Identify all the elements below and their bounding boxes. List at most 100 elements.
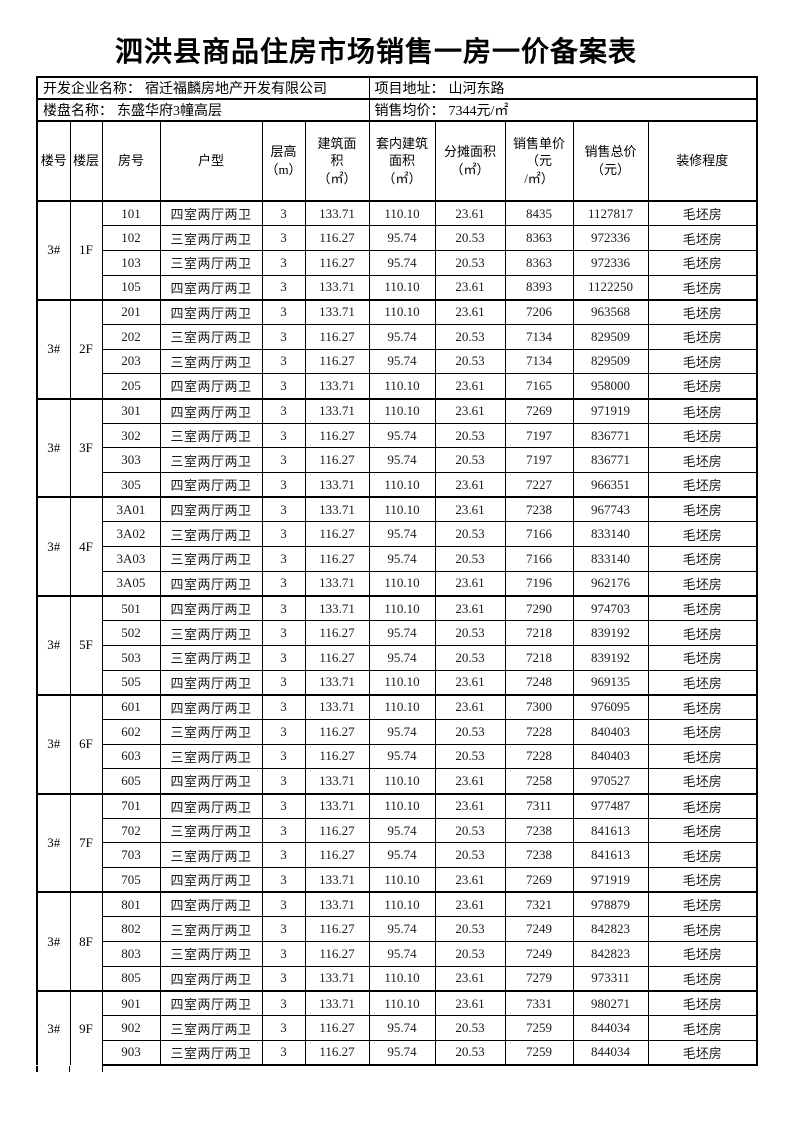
decoration-cell: 毛坯房 <box>647 916 758 943</box>
total-price-cell: 829509 <box>572 323 649 350</box>
unit-type-cell: 三室两厅两卫 <box>159 1015 263 1041</box>
table-row: 903 三室两厅两卫 3 116.27 95.74 20.53 7259 844034 毛坯房 <box>37 1039 758 1067</box>
floor-cell: 5F <box>69 595 103 696</box>
build-area-cell: 116.27 <box>304 1015 370 1041</box>
developer-value: 宿迁福麟房地产开发有限公司 <box>145 82 327 97</box>
inner-area-cell: 110.10 <box>368 965 436 992</box>
build-area-cell: 116.27 <box>304 620 370 646</box>
decoration-cell: 毛坯房 <box>647 965 758 992</box>
shared-area-cell: 20.53 <box>434 743 506 770</box>
unit-type-cell: 三室两厅两卫 <box>159 323 263 350</box>
project-name-cell: 楼盘名称： 东盛华府3幢高层 <box>36 98 370 122</box>
build-area-cell: 133.71 <box>304 299 370 325</box>
shared-area-cell: 20.53 <box>434 546 506 572</box>
decoration-cell: 毛坯房 <box>647 793 758 819</box>
total-price-cell: 839192 <box>572 620 649 646</box>
cutoff-border-stub <box>69 1066 70 1073</box>
shared-area-cell: 23.61 <box>434 768 506 795</box>
table-row: 102 三室两厅两卫 3 116.27 95.74 20.53 8363 972336 毛坯房 <box>37 225 758 251</box>
unit-type-cell: 四室两厅两卫 <box>159 570 263 597</box>
room-cell: 903 <box>101 1039 161 1067</box>
room-cell: 605 <box>101 768 161 795</box>
decoration-cell: 毛坯房 <box>647 694 758 720</box>
unit-price-cell: 7227 <box>504 472 574 499</box>
total-price-cell: 1127817 <box>572 200 649 227</box>
unit-type-cell: 三室两厅两卫 <box>159 422 263 449</box>
decoration-cell: 毛坯房 <box>647 743 758 770</box>
floor-height-cell: 3 <box>261 718 306 745</box>
table-row: 302 三室两厅两卫 3 116.27 95.74 20.53 7197 836771 毛坯房 <box>37 422 758 449</box>
total-price-cell: 962176 <box>572 570 649 597</box>
inner-area-cell: 95.74 <box>368 225 436 251</box>
unit-type-cell: 三室两厅两卫 <box>159 916 263 943</box>
shared-area-cell: 23.61 <box>434 570 506 597</box>
total-price-cell: 971919 <box>572 867 649 894</box>
total-price-cell: 976095 <box>572 694 649 720</box>
inner-area-cell: 95.74 <box>368 644 436 671</box>
shared-area-cell: 23.61 <box>434 299 506 325</box>
build-area-cell: 133.71 <box>304 200 370 227</box>
decoration-cell: 毛坯房 <box>647 620 758 646</box>
table-row: 3# 1F 101 四室两厅两卫 3 133.71 110.10 23.61 8435 11278… <box>36 200 758 301</box>
room-cell: 105 <box>101 274 161 301</box>
shared-area-cell: 20.53 <box>434 249 506 276</box>
floor-cell: 9F <box>69 990 103 1066</box>
shared-area-cell: 20.53 <box>434 225 506 251</box>
room-cell: 103 <box>101 249 161 276</box>
table-row: 3# 4F 3A01 四室两厅两卫 3 133.71 110.10 23.61 7238 9677… <box>36 496 758 597</box>
building-cell: 3# <box>36 496 71 597</box>
inner-area-cell: 110.10 <box>368 398 436 424</box>
table-row: 805 四室两厅两卫 3 133.71 110.10 23.61 7279 973311 毛坯房 <box>37 965 758 992</box>
table-row: 3A05 四室两厅两卫 3 133.71 110.10 23.61 7196 962176 毛坯… <box>37 570 758 597</box>
unit-price-cell: 7196 <box>504 570 574 597</box>
developer-label: 开发企业名称： <box>43 82 141 97</box>
unit-price-cell: 7238 <box>504 496 574 523</box>
shared-area-cell: 23.61 <box>434 990 506 1017</box>
decoration-cell: 毛坯房 <box>647 570 758 597</box>
floor-height-cell: 3 <box>261 867 306 894</box>
address-label: 项目地址： <box>374 82 445 97</box>
unit-type-cell: 三室两厅两卫 <box>159 941 263 967</box>
table-row: 605 四室两厅两卫 3 133.71 110.10 23.61 7258 970527 毛坯房 <box>37 768 758 795</box>
unit-price-cell: 7279 <box>504 965 574 992</box>
build-area-cell: 116.27 <box>304 718 370 745</box>
shared-area-cell: 20.53 <box>434 1039 506 1067</box>
total-price-cell: 972336 <box>572 249 649 276</box>
floor-height-cell: 3 <box>261 842 306 869</box>
build-area-cell: 133.71 <box>304 867 370 894</box>
floor-height-cell: 3 <box>261 200 306 227</box>
shared-area-cell: 20.53 <box>434 323 506 350</box>
decoration-cell: 毛坯房 <box>647 669 758 696</box>
avg-price-cell: 销售均价： 7344元/㎡ <box>368 98 758 122</box>
unit-type-cell: 三室两厅两卫 <box>159 743 263 770</box>
price-table: 开发企业名称： 宿迁福麟房地产开发有限公司 项目地址： 山河东路 楼盘名称： 东盛华府… <box>36 76 759 1067</box>
shared-area-cell: 20.53 <box>434 842 506 869</box>
decoration-cell: 毛坯房 <box>647 817 758 844</box>
floor-height-cell: 3 <box>261 546 306 572</box>
build-area-cell: 133.71 <box>304 965 370 992</box>
unit-type-cell: 三室两厅两卫 <box>159 546 263 572</box>
build-area-cell: 133.71 <box>304 373 370 400</box>
unit-type-cell: 三室两厅两卫 <box>159 249 263 276</box>
table-row: 103 三室两厅两卫 3 116.27 95.74 20.53 8363 972336 毛坯房 <box>37 249 758 276</box>
room-cell: 803 <box>101 941 161 967</box>
decoration-cell: 毛坯房 <box>647 274 758 301</box>
decoration-cell: 毛坯房 <box>647 521 758 548</box>
build-area-cell: 133.71 <box>304 595 370 622</box>
floor-height-cell: 3 <box>261 941 306 967</box>
room-cell: 303 <box>101 447 161 474</box>
inner-area-cell: 110.10 <box>368 793 436 819</box>
unit-price-cell: 7331 <box>504 990 574 1017</box>
room-cell: 503 <box>101 644 161 671</box>
room-cell: 702 <box>101 817 161 844</box>
shared-area-cell: 20.53 <box>434 817 506 844</box>
decoration-cell: 毛坯房 <box>647 1015 758 1041</box>
avg-price-value: 7344元/㎡ <box>448 104 509 119</box>
floor-height-cell: 3 <box>261 644 306 671</box>
page-title: 泗洪县商品住房市场销售一房一价备案表 <box>114 36 637 67</box>
total-price-cell: 836771 <box>572 447 649 474</box>
table-row: 305 四室两厅两卫 3 133.71 110.10 23.61 7227 966351 毛坯房 <box>37 472 758 499</box>
inner-area-cell: 95.74 <box>368 323 436 350</box>
unit-type-cell: 四室两厅两卫 <box>159 373 263 400</box>
table-row: 502 三室两厅两卫 3 116.27 95.74 20.53 7218 839192 毛坯房 <box>37 620 758 646</box>
